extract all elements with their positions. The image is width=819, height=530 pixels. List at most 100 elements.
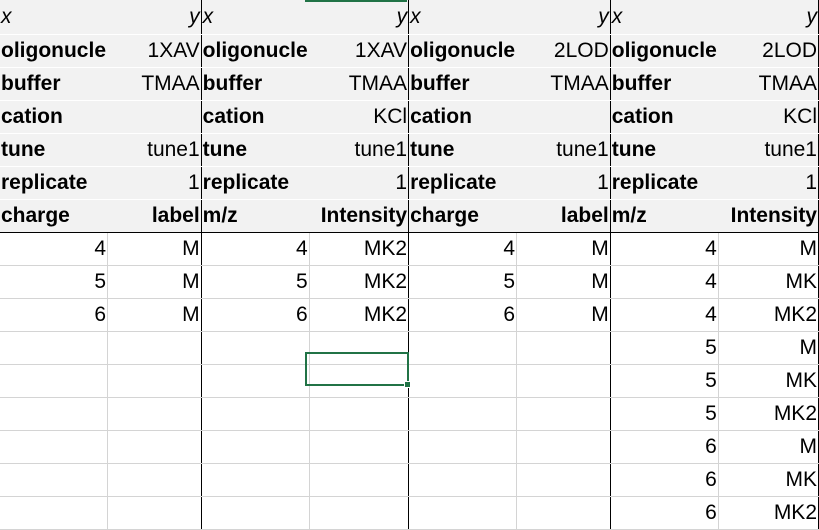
data-cell-x[interactable] <box>0 430 108 464</box>
data-cell-x[interactable] <box>0 331 108 365</box>
data-cell-y[interactable] <box>107 430 202 464</box>
metadata-key-cell[interactable]: oligonucle <box>0 34 108 68</box>
metadata-value-cell[interactable] <box>516 100 611 134</box>
data-cell-x[interactable] <box>0 364 108 398</box>
data-cell-y[interactable] <box>516 331 611 365</box>
metadata-key-cell[interactable]: oligonucle <box>201 34 310 68</box>
column-header-y[interactable]: Intensity <box>309 199 410 233</box>
metadata-key-cell[interactable]: tune <box>408 133 518 167</box>
data-cell-x[interactable]: 6 <box>0 298 108 332</box>
data-cell-x[interactable] <box>408 397 518 431</box>
data-cell-y[interactable] <box>309 463 410 497</box>
axis-x-cell[interactable]: x <box>408 0 518 35</box>
data-cell-y[interactable] <box>107 463 202 497</box>
data-cell-y[interactable] <box>516 430 611 464</box>
axis-y-cell[interactable]: y <box>516 0 611 35</box>
data-cell-x[interactable]: 6 <box>610 430 719 464</box>
metadata-value-cell[interactable]: 1XAV <box>309 34 410 68</box>
data-cell-x[interactable]: 6 <box>408 298 518 332</box>
data-cell-x[interactable]: 4 <box>610 265 719 299</box>
data-cell-x[interactable]: 4 <box>610 232 719 266</box>
metadata-value-cell[interactable]: tune1 <box>718 133 819 167</box>
data-cell-y[interactable] <box>107 496 202 530</box>
data-cell-x[interactable]: 4 <box>0 232 108 266</box>
data-cell-y[interactable]: M <box>718 232 819 266</box>
data-cell-y[interactable]: MK <box>718 265 819 299</box>
data-cell-x[interactable] <box>408 463 518 497</box>
data-cell-y[interactable]: M <box>107 298 202 332</box>
data-cell-x[interactable] <box>408 496 518 530</box>
metadata-key-cell[interactable]: buffer <box>201 67 310 101</box>
metadata-value-cell[interactable]: 1 <box>516 166 611 200</box>
axis-y-cell[interactable]: y <box>107 0 202 35</box>
data-cell-y[interactable] <box>107 397 202 431</box>
data-cell-x[interactable]: 6 <box>201 298 310 332</box>
data-cell-x[interactable] <box>201 463 310 497</box>
metadata-key-cell[interactable]: buffer <box>0 67 108 101</box>
metadata-value-cell[interactable]: KCl <box>309 100 410 134</box>
data-cell-y[interactable] <box>107 364 202 398</box>
data-cell-y[interactable]: MK2 <box>718 496 819 530</box>
metadata-key-cell[interactable]: tune <box>201 133 310 167</box>
data-cell-y[interactable]: M <box>718 331 819 365</box>
data-cell-x[interactable]: 5 <box>610 364 719 398</box>
metadata-key-cell[interactable]: tune <box>610 133 719 167</box>
data-cell-x[interactable]: 4 <box>610 298 719 332</box>
data-cell-x[interactable]: 5 <box>408 265 518 299</box>
column-header-x[interactable]: m/z <box>610 199 719 233</box>
column-header-y[interactable]: label <box>516 199 611 233</box>
metadata-value-cell[interactable]: tune1 <box>516 133 611 167</box>
metadata-value-cell[interactable]: TMAA <box>718 67 819 101</box>
data-cell-y[interactable] <box>516 463 611 497</box>
data-cell-y[interactable]: MK2 <box>718 298 819 332</box>
data-cell-y[interactable]: MK2 <box>309 265 410 299</box>
data-cell-x[interactable]: 6 <box>610 463 719 497</box>
column-header-y[interactable]: label <box>107 199 202 233</box>
metadata-value-cell[interactable]: 2LOD <box>516 34 611 68</box>
metadata-value-cell[interactable]: 1XAV <box>107 34 202 68</box>
data-cell-y[interactable]: M <box>516 265 611 299</box>
data-cell-y[interactable]: M <box>718 430 819 464</box>
metadata-key-cell[interactable]: cation <box>408 100 518 134</box>
axis-y-cell[interactable]: y <box>309 0 410 35</box>
data-cell-y[interactable]: MK <box>718 364 819 398</box>
data-cell-x[interactable]: 4 <box>201 232 310 266</box>
data-cell-x[interactable] <box>0 463 108 497</box>
metadata-value-cell[interactable]: KCl <box>718 100 819 134</box>
data-cell-x[interactable] <box>408 331 518 365</box>
data-cell-y[interactable]: MK2 <box>309 298 410 332</box>
metadata-value-cell[interactable]: 2LOD <box>718 34 819 68</box>
metadata-key-cell[interactable]: replicate <box>201 166 310 200</box>
metadata-key-cell[interactable]: oligonucle <box>408 34 518 68</box>
metadata-value-cell[interactable]: 1 <box>718 166 819 200</box>
metadata-value-cell[interactable]: 1 <box>107 166 202 200</box>
column-header-x[interactable]: charge <box>0 199 108 233</box>
metadata-key-cell[interactable]: buffer <box>408 67 518 101</box>
metadata-key-cell[interactable]: cation <box>610 100 719 134</box>
data-cell-y[interactable] <box>516 496 611 530</box>
data-cell-x[interactable] <box>0 496 108 530</box>
data-cell-y[interactable] <box>516 397 611 431</box>
data-cell-x[interactable] <box>201 331 310 365</box>
metadata-value-cell[interactable]: TMAA <box>516 67 611 101</box>
data-cell-y[interactable] <box>309 397 410 431</box>
data-cell-x[interactable] <box>201 397 310 431</box>
column-header-x[interactable]: m/z <box>201 199 310 233</box>
data-cell-x[interactable]: 5 <box>201 265 310 299</box>
axis-y-cell[interactable]: y <box>718 0 819 35</box>
data-cell-x[interactable]: 5 <box>0 265 108 299</box>
data-cell-y[interactable] <box>107 331 202 365</box>
metadata-key-cell[interactable]: cation <box>0 100 108 134</box>
metadata-key-cell[interactable]: buffer <box>610 67 719 101</box>
axis-x-cell[interactable]: x <box>201 0 310 35</box>
data-cell-x[interactable]: 4 <box>408 232 518 266</box>
metadata-key-cell[interactable]: replicate <box>0 166 108 200</box>
metadata-value-cell[interactable]: TMAA <box>107 67 202 101</box>
axis-x-cell[interactable]: x <box>0 0 108 35</box>
data-cell-x[interactable] <box>201 430 310 464</box>
metadata-key-cell[interactable]: tune <box>0 133 108 167</box>
data-cell-x[interactable] <box>0 397 108 431</box>
metadata-key-cell[interactable]: cation <box>201 100 310 134</box>
column-header-x[interactable]: charge <box>408 199 518 233</box>
data-cell-x[interactable] <box>201 364 310 398</box>
